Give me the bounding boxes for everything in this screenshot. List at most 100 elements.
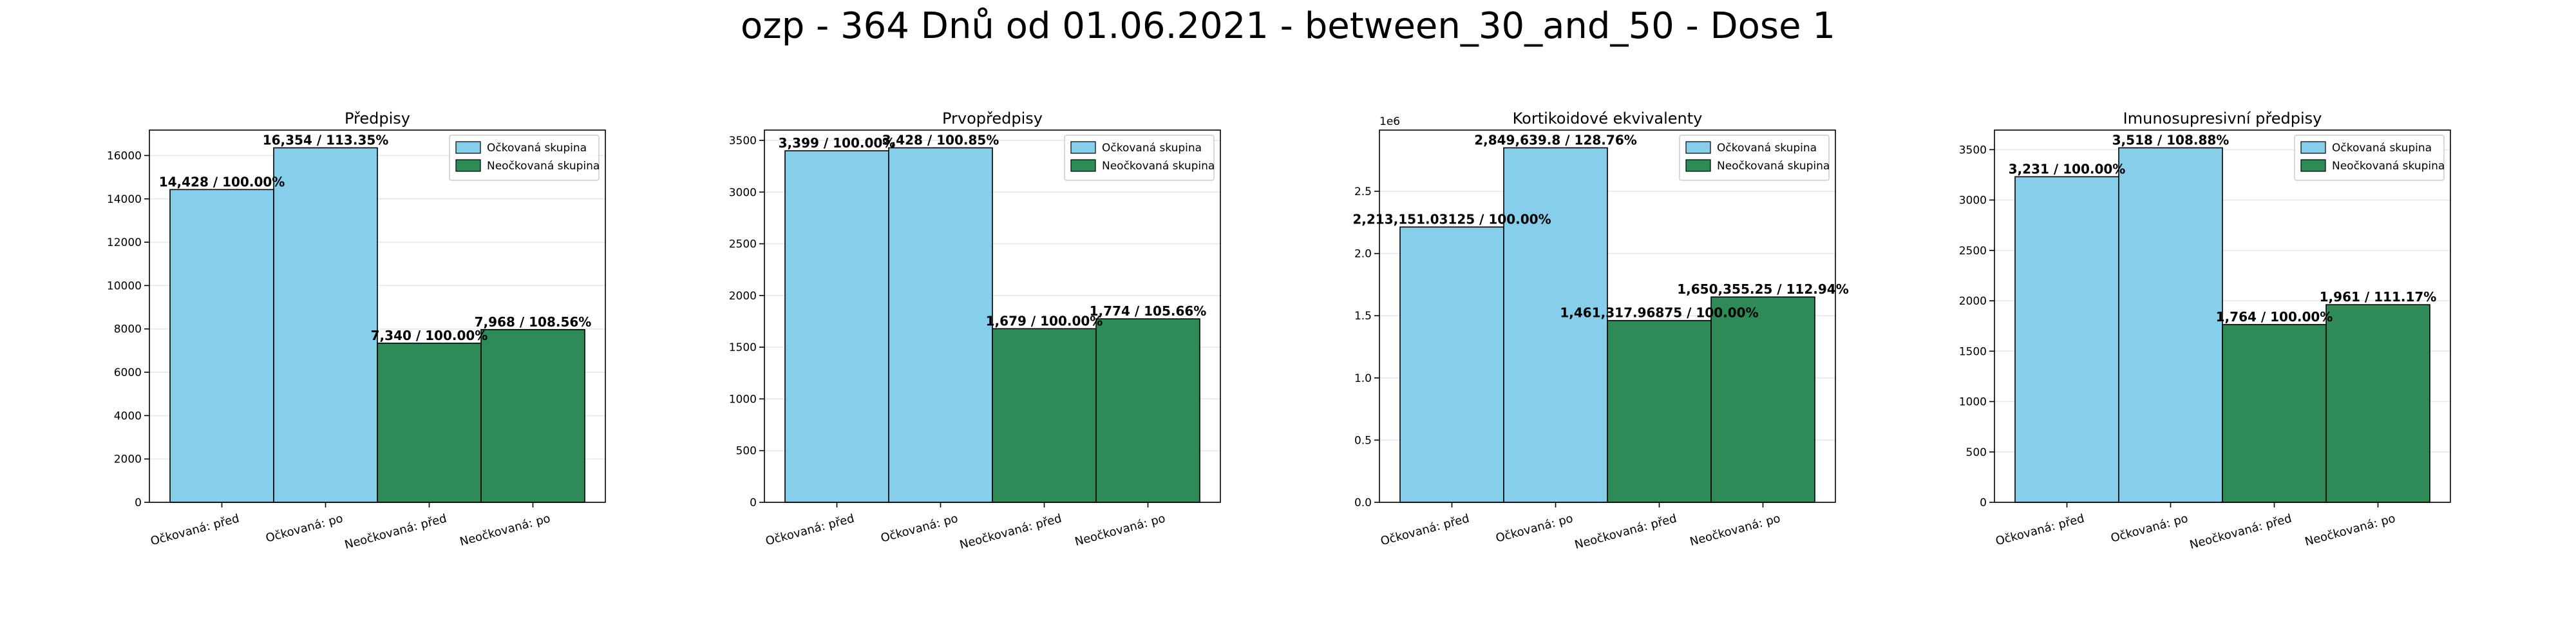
figure-title: ozp - 364 Dnů od 01.06.2021 - between_30… xyxy=(741,5,1835,47)
data-label: 7,968 / 108.56% xyxy=(475,314,592,330)
ytick-label: 0.0 xyxy=(1354,497,1372,509)
ytick-label: 4000 xyxy=(114,410,142,422)
xtick-label: Očkovaná: po xyxy=(879,512,959,545)
legend xyxy=(449,135,600,181)
legend-label: Neočkovaná skupina xyxy=(1717,160,1830,173)
xtick-label: Neočkovaná: před xyxy=(1573,512,1678,552)
ytick-label: 1000 xyxy=(1959,396,1987,409)
ytick-label: 2000 xyxy=(729,290,757,303)
ytick-label: 16000 xyxy=(107,149,142,162)
ytick-label: 0.5 xyxy=(1354,434,1372,447)
bar xyxy=(1399,226,1504,503)
xtick-label: Očkovaná: před xyxy=(1379,512,1470,549)
data-label: 1,650,355.25 / 112.94% xyxy=(1677,281,1848,297)
legend-label: Neočkovaná skupina xyxy=(2332,160,2445,173)
ytick-label: 3000 xyxy=(1959,194,1987,207)
subplot-title: Imunosupresivní předpisy xyxy=(2123,109,2322,128)
data-label: 14,428 / 100.00% xyxy=(159,174,285,189)
xtick-label: Neočkovaná: po xyxy=(1074,512,1167,549)
subplot-1: 3,399 / 100.00%3,428 / 100.85% 1,679 / 10… xyxy=(729,109,1221,552)
axes-frame xyxy=(149,129,606,503)
xtick-label: Očkovaná: po xyxy=(1494,512,1574,545)
ytick-label: 1.0 xyxy=(1354,372,1372,385)
ytick-label: 10000 xyxy=(107,279,142,292)
legend-label: Očkovaná skupina xyxy=(2332,142,2432,155)
subplot-3: 3,231 / 100.00% 3,518 / 108.88% 1,764 / 10… xyxy=(1959,109,2451,552)
legend-swatch xyxy=(455,159,481,172)
bar xyxy=(2222,324,2327,503)
legend xyxy=(1064,135,1215,181)
ytick-label: 2500 xyxy=(1959,245,1987,258)
xtick-label: Neočkovaná: před xyxy=(2188,512,2293,552)
data-label: 2,849,639.8 / 128.76% xyxy=(1474,133,1637,148)
xtick-label: Neočkovaná: před xyxy=(343,512,448,552)
ytick-label: 1500 xyxy=(729,341,757,354)
ytick-label: 12000 xyxy=(107,236,142,249)
xtick-label: Očkovaná: po xyxy=(264,512,344,545)
bar xyxy=(1095,318,1200,503)
data-label: 3,399 / 100.00% xyxy=(779,135,896,151)
bar xyxy=(1607,319,1712,503)
ytick-label: 1500 xyxy=(1959,345,1987,358)
ytick-label: 3500 xyxy=(729,135,757,147)
xtick-label: Neočkovaná: po xyxy=(1689,512,1782,549)
data-label: 1,679 / 100.00% xyxy=(986,313,1103,328)
bar xyxy=(1710,296,1815,503)
ytick-label: 1.5 xyxy=(1354,310,1372,323)
ytick-label: 0 xyxy=(135,497,142,509)
legend-label: Neočkovaná skupina xyxy=(487,160,600,173)
ytick-label: 0 xyxy=(750,497,757,509)
legend-swatch xyxy=(2300,159,2326,172)
xtick-label: Očkovaná: před xyxy=(149,512,240,549)
axis-offset-label: 1e6 xyxy=(1379,115,1400,128)
legend-swatch xyxy=(1685,159,1711,172)
legend-swatch xyxy=(1070,159,1096,172)
legend xyxy=(2294,135,2445,181)
legend xyxy=(1679,135,1830,181)
subplot-2: 2,213,151.03125 / 100.00% 2,849,639.8 / 1… xyxy=(1352,109,1848,552)
subplot-0: 14,428 / 100.00% 16,354 / 113.35% 7,340 / … xyxy=(107,109,606,552)
bar xyxy=(480,328,585,503)
ytick-label: 1000 xyxy=(729,393,757,406)
ytick-label: 0 xyxy=(1980,497,1987,509)
legend-label: Očkovaná skupina xyxy=(1717,142,1817,155)
xtick-label: Neočkovaná: před xyxy=(958,512,1063,552)
ytick-label: 2.0 xyxy=(1354,248,1372,261)
bar xyxy=(377,343,482,503)
subplot-title: Předpisy xyxy=(345,109,410,128)
data-label: 3,518 / 108.88% xyxy=(2112,133,2230,148)
xtick-label: Očkovaná: po xyxy=(2109,512,2189,545)
axes-frame xyxy=(764,129,1221,503)
legend-swatch xyxy=(455,141,481,154)
data-label: 16,354 / 113.35% xyxy=(263,133,389,148)
bar xyxy=(169,189,274,503)
legend-label: Očkovaná skupina xyxy=(1102,142,1202,155)
subplot-title: Prvopředpisy xyxy=(942,109,1043,128)
bar xyxy=(1503,147,1608,503)
legend-label: Očkovaná skupina xyxy=(487,142,587,155)
ytick-label: 2500 xyxy=(729,238,757,251)
xtick-label: Neočkovaná: po xyxy=(2304,512,2397,549)
bar xyxy=(992,328,1097,503)
xtick-label: Očkovaná: před xyxy=(764,512,855,549)
legend-swatch xyxy=(1685,141,1711,154)
data-label: 1,774 / 105.66% xyxy=(1090,303,1207,319)
bar xyxy=(784,150,889,503)
legend-swatch xyxy=(1070,141,1096,154)
xtick-label: Očkovaná: před xyxy=(1994,512,2085,549)
ytick-label: 8000 xyxy=(114,323,142,336)
bar xyxy=(2014,176,2119,503)
data-label: 2,213,151.03125 / 100.00% xyxy=(1352,211,1551,227)
ytick-label: 3000 xyxy=(729,186,757,199)
data-label: 3,231 / 100.00% xyxy=(2009,161,2126,176)
ytick-label: 500 xyxy=(1966,446,1987,459)
ytick-label: 6000 xyxy=(114,366,142,379)
bar xyxy=(2325,304,2430,503)
ytick-label: 14000 xyxy=(107,193,142,206)
ytick-label: 2.5 xyxy=(1354,185,1372,198)
data-label: 1,961 / 111.17% xyxy=(2320,289,2437,305)
xtick-label: Neočkovaná: po xyxy=(459,512,552,549)
ytick-label: 2000 xyxy=(1959,295,1987,308)
legend-swatch xyxy=(2300,141,2326,154)
data-label: 1,764 / 100.00% xyxy=(2216,309,2333,325)
